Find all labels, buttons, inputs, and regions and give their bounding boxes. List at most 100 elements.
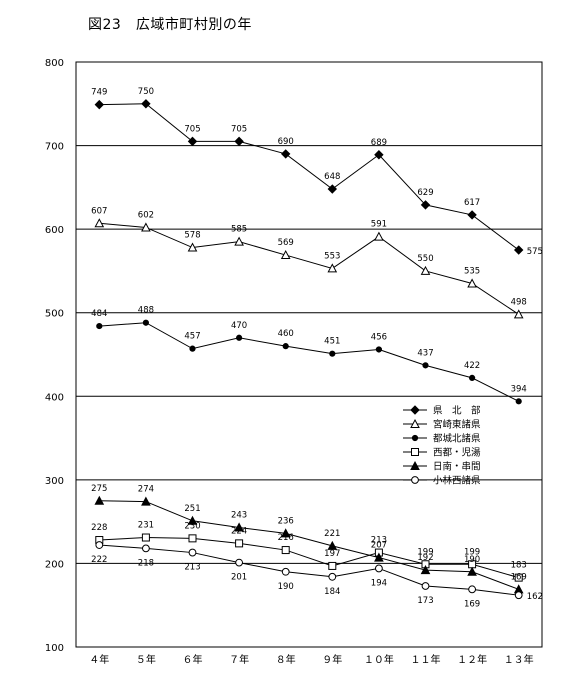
- data-label: 617: [464, 198, 480, 208]
- data-point-marker: [96, 322, 103, 330]
- data-label: 750: [138, 87, 154, 97]
- x-tick-label: １３年: [504, 653, 534, 666]
- data-label: 221: [324, 529, 340, 539]
- data-label: 705: [184, 124, 200, 134]
- data-point-marker: [420, 565, 431, 575]
- data-point-marker: [327, 184, 338, 194]
- data-point-marker: [141, 222, 151, 232]
- data-label: 488: [138, 306, 154, 316]
- data-point-marker: [187, 515, 198, 525]
- data-point-marker: [375, 346, 382, 353]
- data-point-marker: [94, 99, 105, 110]
- data-label: 213: [184, 563, 200, 573]
- data-label: 190: [464, 555, 480, 565]
- data-label: 553: [324, 251, 340, 261]
- data-point-marker: [234, 136, 244, 147]
- y-tick-label: 100: [45, 643, 64, 654]
- data-point-marker: [327, 263, 338, 273]
- data-point-marker: [514, 573, 523, 582]
- data-point-marker: [422, 362, 429, 369]
- data-label: 194: [371, 578, 387, 588]
- data-label: 648: [324, 172, 340, 182]
- data-point-marker: [328, 561, 337, 570]
- data-label: 169: [511, 572, 527, 582]
- data-point-marker: [234, 522, 244, 532]
- data-label: 456: [371, 332, 387, 342]
- data-point-marker: [187, 136, 198, 147]
- series-line: [99, 103, 520, 251]
- data-point-marker: [329, 350, 336, 357]
- data-label: 184: [324, 587, 340, 597]
- series-line: [99, 322, 519, 402]
- data-label: 231: [138, 521, 154, 531]
- data-point-marker: [235, 539, 244, 548]
- data-label: 228: [91, 523, 107, 533]
- data-label: 535: [464, 266, 480, 276]
- data-point-marker: [234, 236, 244, 246]
- data-label: 251: [184, 504, 200, 514]
- data-label: 243: [231, 510, 247, 520]
- chart-title: 図23 広域市町村別の年: [88, 17, 252, 33]
- data-label: 190: [278, 582, 294, 592]
- data-point-marker: [141, 533, 150, 542]
- series-line: [99, 544, 519, 596]
- data-label: 274: [138, 485, 154, 495]
- data-label: 575: [527, 247, 543, 257]
- data-label: 230: [184, 521, 200, 531]
- data-point-marker: [280, 249, 291, 260]
- y-tick-label: 500: [45, 309, 64, 320]
- data-label: 451: [324, 337, 340, 347]
- data-point-marker: [513, 309, 524, 319]
- data-label: 201: [231, 573, 247, 583]
- y-tick-label: 200: [45, 559, 64, 570]
- data-point-marker: [411, 434, 419, 442]
- x-tick-label: ８年: [276, 653, 296, 666]
- y-tick-label: 600: [45, 225, 64, 236]
- data-point-marker: [327, 540, 338, 550]
- x-tick-label: ４年: [89, 653, 109, 666]
- data-point-marker: [469, 374, 476, 381]
- data-label: 705: [231, 124, 247, 134]
- data-point-marker: [410, 418, 420, 428]
- data-point-marker: [513, 245, 524, 255]
- data-label: 197: [324, 549, 340, 559]
- x-tick-label: ５年: [136, 653, 156, 666]
- data-point-marker: [95, 541, 104, 549]
- data-point-marker: [189, 345, 196, 352]
- data-label: 199: [417, 547, 433, 557]
- data-label: 470: [231, 321, 247, 331]
- data-label: 394: [511, 384, 527, 394]
- data-point-marker: [141, 99, 151, 109]
- x-tick-label: ６年: [183, 653, 203, 666]
- legend-entry: 小林西諸県: [433, 475, 481, 487]
- data-point-marker: [514, 591, 523, 600]
- data-point-marker: [467, 210, 477, 220]
- data-label: 749: [91, 88, 107, 98]
- data-point-marker: [281, 546, 290, 555]
- data-label: 199: [464, 547, 480, 557]
- legend-entry: 日南・串間: [433, 461, 481, 473]
- data-point-marker: [94, 218, 105, 228]
- data-label: 422: [464, 361, 480, 371]
- data-label: 484: [91, 309, 107, 319]
- data-point-marker: [280, 528, 291, 538]
- data-label: 183: [511, 561, 527, 571]
- data-point-marker: [282, 343, 289, 350]
- data-point-marker: [420, 200, 431, 210]
- data-label: 457: [184, 332, 200, 342]
- plot-area: [75, 61, 543, 648]
- data-point-marker: [374, 231, 384, 241]
- data-point-marker: [411, 448, 419, 456]
- data-point-marker: [411, 476, 419, 484]
- data-label: 275: [91, 484, 107, 494]
- data-label: 213: [371, 536, 387, 546]
- data-point-marker: [515, 398, 522, 405]
- series-line: [99, 500, 519, 590]
- data-label: 689: [371, 138, 387, 148]
- data-point-marker: [235, 558, 244, 567]
- data-label: 498: [511, 297, 527, 307]
- series-line: [99, 222, 519, 315]
- data-label: 569: [278, 238, 294, 248]
- data-point-marker: [280, 149, 291, 159]
